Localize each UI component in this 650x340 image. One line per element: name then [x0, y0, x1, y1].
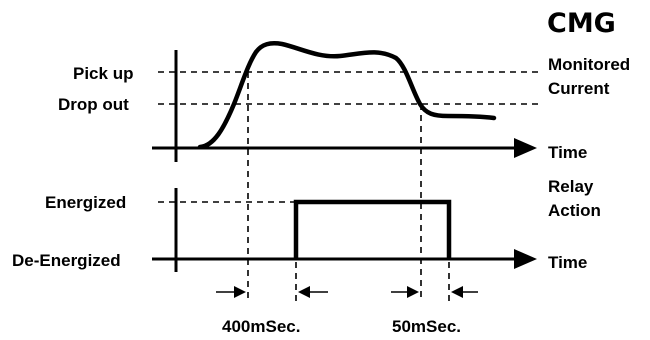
pickup-delay-left-arrowhead: [234, 286, 246, 298]
dropout-delay-marker: 50mSec.: [391, 286, 478, 336]
pickup-delay-marker: 400mSec.: [216, 286, 328, 336]
pickup-delay-label: 400mSec.: [222, 317, 300, 336]
relay-pulse: [293, 199, 452, 259]
relay-action-label-line1: Relay: [548, 177, 594, 196]
relay-time-arrow: [514, 249, 537, 269]
pick-up-label: Pick up: [73, 64, 133, 83]
current-time-label: Time: [548, 143, 587, 162]
dropout-delay-label: 50mSec.: [392, 317, 461, 336]
current-waveform: [197, 41, 497, 150]
monitored-current-label-line1: Monitored: [548, 55, 630, 74]
current-time-arrow: [514, 138, 537, 158]
pickup-delay-right-arrowhead: [298, 286, 310, 298]
monitored-current-label-line2: Current: [548, 79, 610, 98]
brand-logo: CMG: [547, 8, 616, 39]
de-energized-label: De-Energized: [12, 251, 121, 270]
dropout-delay-right-arrowhead: [451, 286, 463, 298]
timing-guides: [247, 72, 450, 302]
current-graph: Pick up Drop out Monitored Current Time: [58, 41, 630, 162]
dropout-delay-left-arrowhead: [407, 286, 419, 298]
drop-out-label: Drop out: [58, 95, 129, 114]
relay-graph: Energized De-Energized Relay Action Time: [12, 177, 601, 272]
relay-time-label: Time: [548, 253, 587, 272]
relay-action-label-line2: Action: [548, 201, 601, 220]
energized-label: Energized: [45, 193, 126, 212]
